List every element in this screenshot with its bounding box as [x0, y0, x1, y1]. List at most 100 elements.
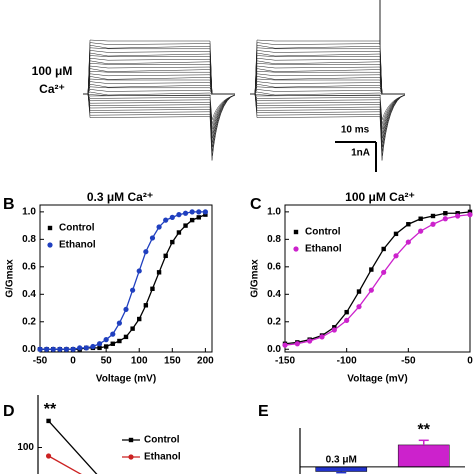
- marker: [63, 346, 70, 352]
- marker: [203, 212, 208, 217]
- marker: [381, 269, 387, 275]
- y-tick-label: 0.4: [22, 289, 36, 300]
- marker: [97, 345, 102, 351]
- trace: [83, 78, 235, 95]
- legend-marker: [293, 229, 299, 235]
- marker: [44, 346, 50, 352]
- y-axis-label: G/Gmax: [250, 259, 261, 298]
- legend-label: Ethanol: [59, 240, 96, 251]
- y-tick-label: 0.4: [267, 289, 281, 300]
- marker: [137, 316, 142, 322]
- marker: [356, 304, 362, 310]
- marker: [130, 287, 136, 293]
- y-axis-label: G/Gmax: [5, 259, 16, 298]
- marker: [90, 343, 96, 350]
- marker: [202, 209, 208, 215]
- marker: [110, 331, 116, 337]
- marker: [282, 342, 288, 348]
- marker: [196, 215, 201, 220]
- series-line: [48, 420, 98, 474]
- x-tick-label: 0: [467, 356, 473, 367]
- x-tick-label: 50: [101, 356, 113, 367]
- x-tick-label: 0: [70, 356, 76, 367]
- x-axis-label: Voltage (mV): [347, 374, 407, 385]
- x-tick-label: -50: [401, 356, 416, 367]
- legend-label: Ethanol: [305, 244, 342, 255]
- current-traces: [83, 0, 406, 161]
- marker: [123, 334, 129, 340]
- marker: [130, 326, 135, 331]
- marker: [356, 289, 362, 294]
- marker: [368, 287, 374, 293]
- marker: [319, 334, 325, 340]
- marker: [117, 338, 122, 344]
- marker: [143, 303, 149, 308]
- marker: [183, 223, 188, 228]
- marker: [176, 230, 182, 235]
- y-tick-label: 0.0: [267, 344, 281, 355]
- trace: [87, 93, 236, 161]
- y-tick-label: 0.8: [267, 234, 281, 245]
- x-tick-label: 100: [131, 356, 148, 367]
- series-line: [40, 214, 206, 350]
- marker: [103, 344, 109, 349]
- marker: [369, 267, 374, 272]
- marker: [406, 222, 411, 227]
- marker: [443, 211, 448, 216]
- marker: [170, 239, 175, 245]
- series-line: [284, 211, 471, 345]
- marker: [182, 210, 189, 216]
- marker: [96, 341, 103, 347]
- legend-label: Ethanol: [144, 452, 181, 463]
- x-tick-label: -50: [33, 356, 48, 367]
- panel-letter: E: [258, 403, 269, 420]
- marker: [103, 337, 109, 343]
- trace: [87, 93, 236, 125]
- panel-letter: B: [3, 196, 15, 213]
- marker: [405, 239, 411, 245]
- marker: [46, 418, 51, 424]
- marker: [143, 249, 149, 255]
- y-tick-label: 0.2: [267, 316, 281, 327]
- marker: [418, 216, 423, 221]
- marker: [332, 325, 337, 330]
- marker: [57, 346, 63, 352]
- marker: [116, 320, 122, 326]
- marker: [294, 341, 300, 347]
- y-tick-label: 0.0: [22, 344, 36, 355]
- trace: [87, 93, 236, 143]
- y-tick-label: 0.6: [22, 261, 36, 272]
- bar: [397, 444, 450, 468]
- annotation: **: [418, 422, 431, 439]
- plot-frame: [284, 204, 471, 353]
- trace: [254, 93, 406, 125]
- marker: [196, 209, 202, 215]
- legend-label: Control: [144, 435, 180, 446]
- marker: [344, 309, 349, 315]
- marker: [123, 306, 129, 313]
- marker: [45, 453, 52, 459]
- x-tick-label: 200: [197, 356, 214, 367]
- series-line: [48, 455, 82, 474]
- marker: [83, 345, 89, 351]
- marker: [163, 253, 168, 259]
- marker: [149, 235, 156, 241]
- marker: [169, 214, 175, 220]
- time-scale-label: 10 ms: [341, 125, 370, 136]
- legend-marker: [47, 242, 53, 248]
- marker: [176, 212, 182, 218]
- trace: [83, 39, 235, 95]
- marker: [393, 231, 399, 237]
- x-tick-label: -100: [337, 356, 357, 367]
- marker: [110, 341, 115, 346]
- bar: [315, 466, 368, 472]
- legend-marker: [128, 437, 134, 443]
- marker: [77, 345, 83, 351]
- marker: [455, 213, 461, 219]
- y-tick-label: 0.2: [22, 316, 36, 327]
- marker: [467, 209, 473, 215]
- marker: [331, 327, 337, 333]
- legend-marker: [293, 246, 299, 252]
- panel-letter: D: [3, 403, 15, 420]
